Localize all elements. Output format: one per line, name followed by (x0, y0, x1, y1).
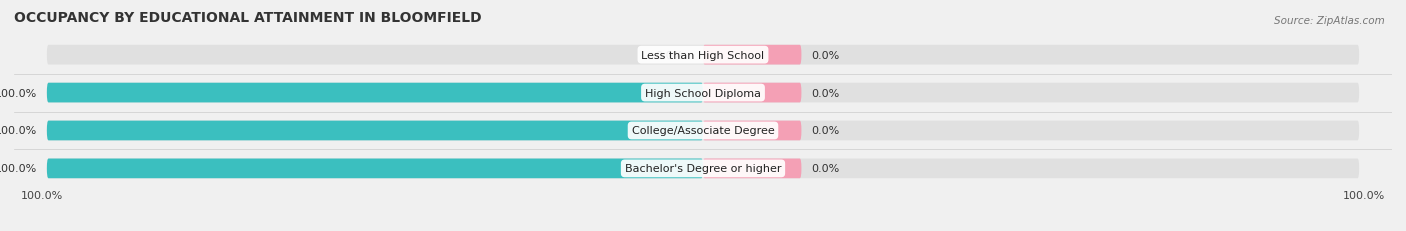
Text: Source: ZipAtlas.com: Source: ZipAtlas.com (1274, 16, 1385, 26)
FancyBboxPatch shape (703, 83, 801, 103)
Text: Less than High School: Less than High School (641, 50, 765, 60)
Text: 0.0%: 0.0% (655, 50, 683, 60)
FancyBboxPatch shape (46, 46, 1360, 65)
Text: 100.0%: 100.0% (0, 126, 37, 136)
FancyBboxPatch shape (46, 83, 1360, 103)
Text: Bachelor's Degree or higher: Bachelor's Degree or higher (624, 164, 782, 174)
FancyBboxPatch shape (46, 159, 703, 179)
FancyBboxPatch shape (703, 121, 801, 141)
Text: 100.0%: 100.0% (0, 164, 37, 174)
FancyBboxPatch shape (46, 121, 1360, 141)
Text: 0.0%: 0.0% (811, 50, 839, 60)
FancyBboxPatch shape (703, 159, 801, 179)
Text: 0.0%: 0.0% (811, 164, 839, 174)
Text: 100.0%: 100.0% (1343, 191, 1385, 201)
Text: 100.0%: 100.0% (0, 88, 37, 98)
Text: College/Associate Degree: College/Associate Degree (631, 126, 775, 136)
FancyBboxPatch shape (46, 159, 1360, 179)
Text: 100.0%: 100.0% (21, 191, 63, 201)
FancyBboxPatch shape (46, 121, 703, 141)
Text: OCCUPANCY BY EDUCATIONAL ATTAINMENT IN BLOOMFIELD: OCCUPANCY BY EDUCATIONAL ATTAINMENT IN B… (14, 11, 482, 25)
FancyBboxPatch shape (703, 46, 801, 65)
Text: 0.0%: 0.0% (811, 126, 839, 136)
FancyBboxPatch shape (46, 83, 703, 103)
Text: High School Diploma: High School Diploma (645, 88, 761, 98)
Text: 0.0%: 0.0% (811, 88, 839, 98)
